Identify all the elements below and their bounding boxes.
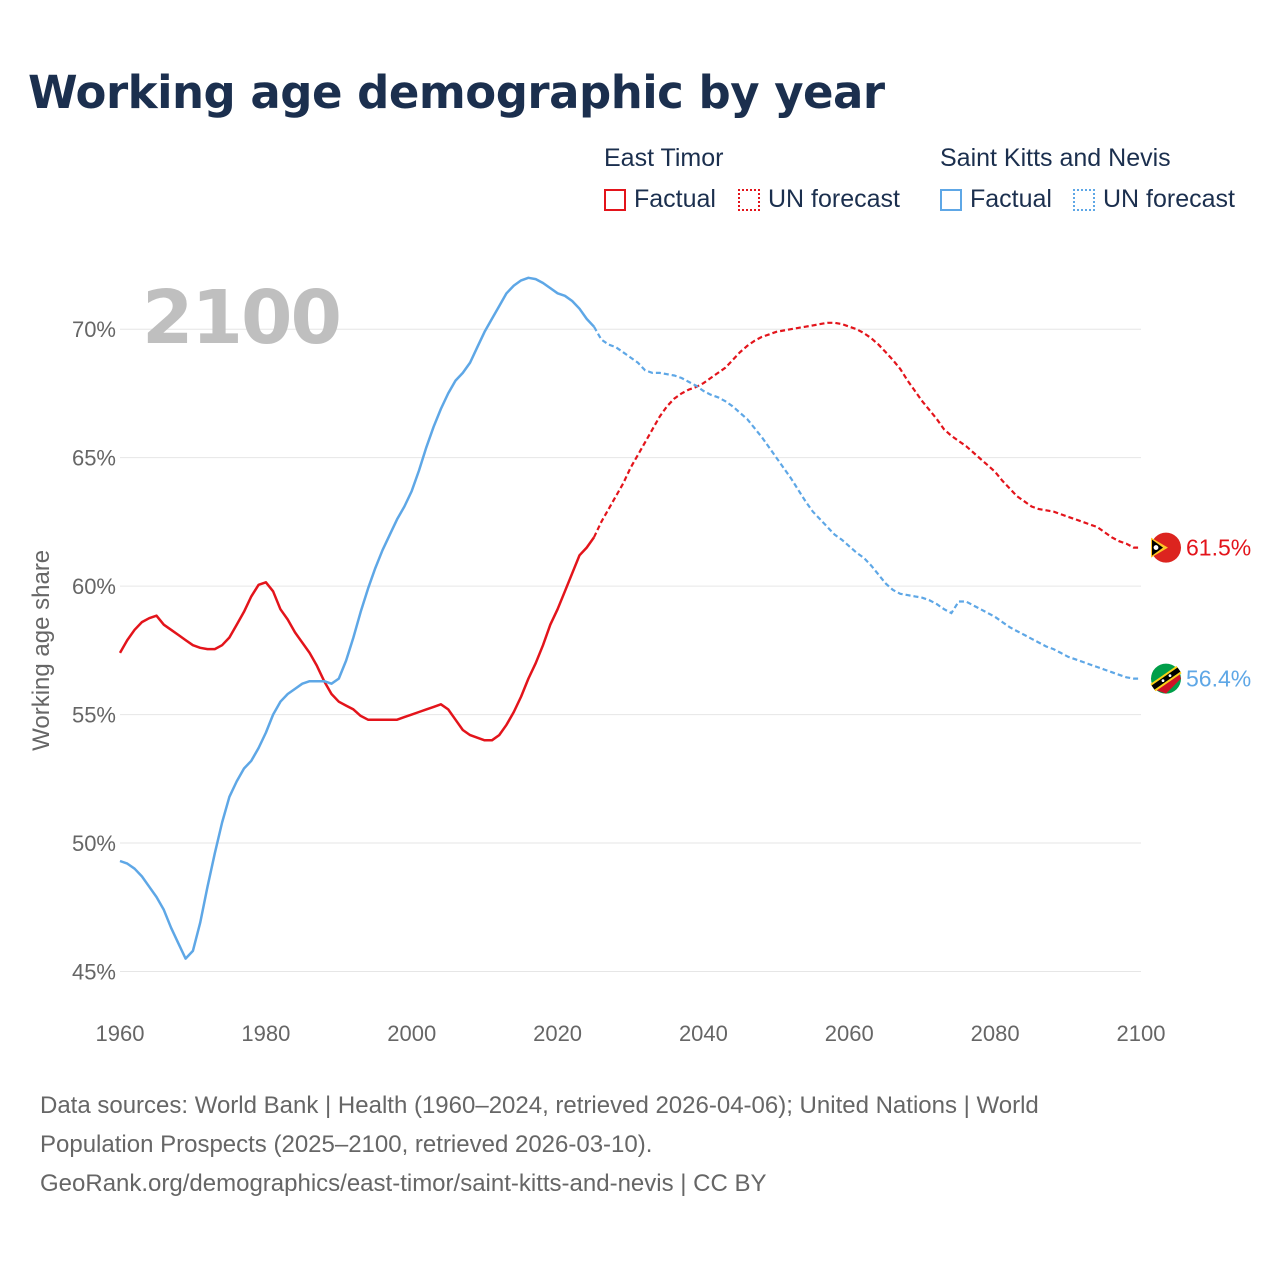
saint-kitts-and-nevisend-value-label: 56.4%	[1186, 666, 1251, 692]
x-tick-label: 2000	[387, 1021, 436, 1046]
y-tick-label: 70%	[72, 317, 116, 342]
x-tick-label: 2040	[679, 1021, 728, 1046]
east-timorfactual-line	[118, 536, 596, 742]
sources-line-1: Data sources: World Bank | Health (1960–…	[40, 1092, 1039, 1119]
x-tick-label: 2060	[825, 1021, 874, 1046]
legend-swatch-solid-red	[604, 188, 626, 211]
legend-label: UN forecast	[768, 185, 900, 213]
y-tick-label: 55%	[72, 703, 116, 728]
data-sources: Data sources: World Bank | Health (1960–…	[40, 1086, 1220, 1203]
y-tick-label: 60%	[72, 574, 116, 599]
x-tick-label: 2080	[971, 1021, 1020, 1046]
legend-label: Factual	[634, 185, 716, 213]
saint-kitts-and-nevis-flag-icon	[1150, 663, 1182, 694]
chart-title: Working age demographic by year	[28, 66, 885, 119]
line-chart: 2100 45% 50% 55% 60% 65% 70% 1960 1980 2000 2020…	[28, 275, 1251, 1046]
legend-label: UN forecast	[1103, 185, 1235, 213]
legend-group-east-timor: East Timor	[604, 144, 724, 172]
y-tick-label: 45%	[72, 959, 116, 984]
gridlines	[120, 328, 1141, 972]
legend-swatch-solid-blue	[940, 188, 962, 211]
legend-saint-kitts-factual[interactable]: Factual	[940, 185, 1052, 214]
east-timorend-value-label: 61.5%	[1186, 535, 1251, 561]
legend-swatch-dotted-blue	[1073, 188, 1095, 211]
x-tick-label: 2100	[1117, 1021, 1166, 1046]
sources-line-2: Population Prospects (2025–2100, retriev…	[40, 1131, 653, 1158]
legend-east-timor-forecast[interactable]: UN forecast	[738, 185, 900, 214]
legend-saint-kitts-forecast[interactable]: UN forecast	[1073, 185, 1235, 214]
y-axis-label: Working age share	[28, 550, 55, 751]
end-markers: 61.5% 56.4%	[1150, 532, 1251, 694]
sources-line-3[interactable]: GeoRank.org/demographics/east-timor/sain…	[40, 1170, 767, 1197]
legend-group-saint-kitts: Saint Kitts and Nevis	[940, 144, 1171, 172]
y-tick-label: 65%	[72, 446, 116, 471]
legend-swatch-dotted-red	[738, 188, 760, 211]
current-year-watermark: 2100	[142, 275, 340, 361]
x-tick-label: 1980	[241, 1021, 290, 1046]
series-lines	[118, 276, 1141, 960]
east-timorforecast-line	[593, 321, 1141, 549]
x-tick-label: 1960	[96, 1021, 145, 1046]
y-axis-ticks: 45% 50% 55% 60% 65% 70%	[72, 317, 116, 984]
saint-kitts-and-nevisforecast-line	[593, 326, 1141, 680]
east-timor-flag-icon	[1151, 532, 1181, 563]
legend-label: Factual	[970, 185, 1052, 213]
x-axis-ticks: 1960 1980 2000 2020 2040 2060 2080 2100	[96, 1021, 1166, 1046]
saint-kitts-and-nevisfactual-line	[119, 276, 595, 960]
y-tick-label: 50%	[72, 831, 116, 856]
x-tick-label: 2020	[533, 1021, 582, 1046]
legend-east-timor-factual[interactable]: Factual	[604, 185, 716, 214]
